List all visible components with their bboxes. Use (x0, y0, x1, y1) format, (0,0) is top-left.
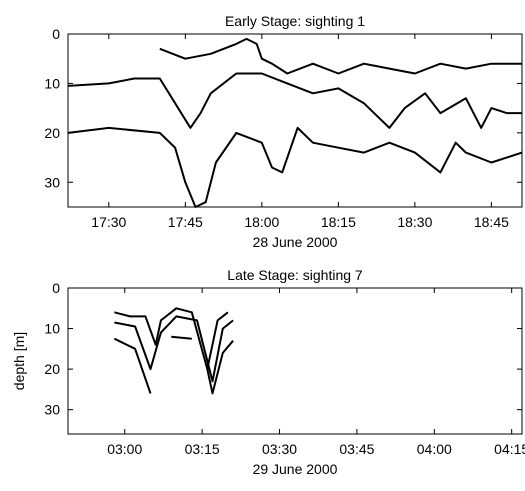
depth-line (114, 307, 229, 371)
y-tick-label: 0 (52, 26, 60, 42)
y-tick-label: 30 (44, 402, 60, 418)
depth-line (67, 126, 523, 208)
x-tick-label: 03:00 (107, 441, 142, 457)
x-axis-label: 28 June 2000 (253, 234, 338, 250)
x-tick-label: 18:45 (474, 214, 509, 230)
x-tick-label: 03:30 (262, 441, 297, 457)
x-tick-label: 03:15 (185, 441, 220, 457)
y-tick-label: 10 (44, 321, 60, 337)
x-tick-label: 17:45 (168, 214, 203, 230)
y-tick-label: 0 (52, 280, 60, 296)
x-tick-label: 17:30 (91, 214, 126, 230)
y-axis-label: depth [m] (11, 332, 27, 390)
chart-title: Late Stage: sighting 7 (227, 267, 363, 283)
x-tick-label: 18:30 (397, 214, 432, 230)
x-tick-label: 03:45 (339, 441, 374, 457)
x-axis-label: 29 June 2000 (253, 461, 338, 477)
y-tick-label: 30 (44, 174, 60, 190)
plot-frame (67, 33, 523, 208)
depth-line (114, 315, 234, 383)
y-tick-label: 10 (44, 75, 60, 91)
x-tick-label: 18:00 (244, 214, 279, 230)
x-tick-label: 04:00 (417, 441, 452, 457)
y-tick-label: 20 (44, 361, 60, 377)
x-tick-label: 04:15 (494, 441, 525, 457)
plot-frame (67, 287, 523, 435)
x-tick-label: 18:15 (321, 214, 356, 230)
depth-line (113, 335, 234, 395)
depth-line (159, 37, 522, 75)
y-tick-label: 20 (44, 125, 60, 141)
chart-title: Early Stage: sighting 1 (225, 13, 365, 29)
depth-line (67, 72, 522, 129)
